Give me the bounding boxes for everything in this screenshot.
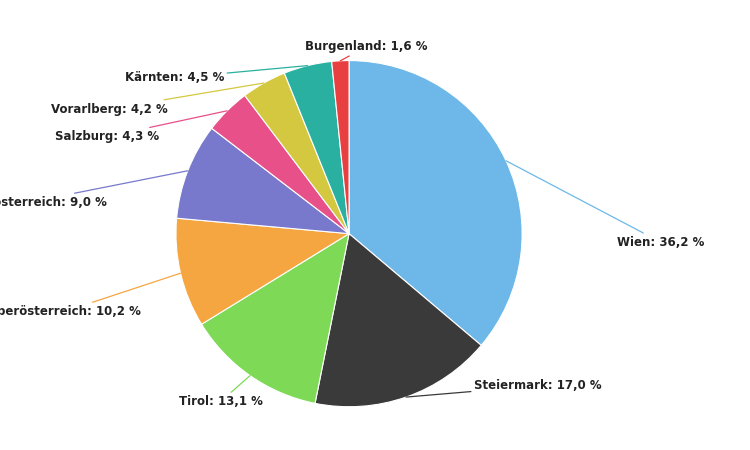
Text: Kärnten: 4,5 %: Kärnten: 4,5 %	[125, 66, 308, 85]
Text: Tirol: 13,1 %: Tirol: 13,1 %	[178, 376, 262, 408]
Text: Vorarlberg: 4,2 %: Vorarlberg: 4,2 %	[50, 83, 264, 116]
Wedge shape	[284, 62, 349, 234]
Text: Oberösterreich: 10,2 %: Oberösterreich: 10,2 %	[0, 273, 181, 318]
Wedge shape	[202, 234, 349, 403]
Text: Burgenland: 1,6 %: Burgenland: 1,6 %	[305, 40, 428, 61]
Wedge shape	[211, 95, 349, 234]
Wedge shape	[177, 128, 349, 234]
Wedge shape	[349, 61, 522, 345]
Text: Salzburg: 4,3 %: Salzburg: 4,3 %	[55, 111, 227, 143]
Wedge shape	[176, 218, 349, 324]
Wedge shape	[315, 234, 482, 407]
Wedge shape	[244, 73, 349, 234]
Text: Niederösterreich: 9,0 %: Niederösterreich: 9,0 %	[0, 171, 188, 209]
Text: Steiermark: 17,0 %: Steiermark: 17,0 %	[406, 379, 602, 397]
Text: Wien: 36,2 %: Wien: 36,2 %	[506, 161, 705, 249]
Wedge shape	[332, 61, 349, 234]
